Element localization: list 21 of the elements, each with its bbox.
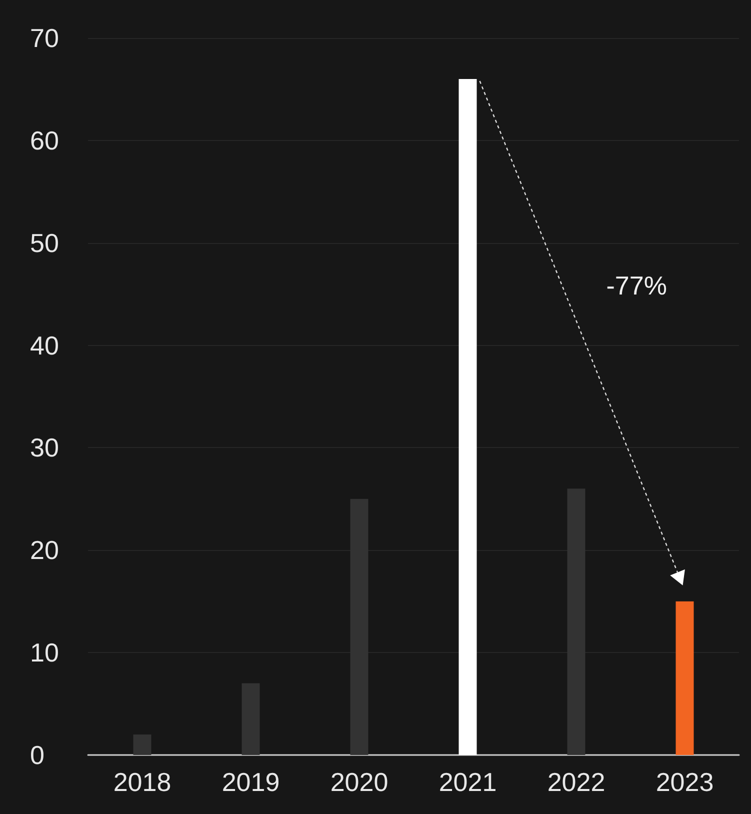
y-tick-label: 10 [30, 638, 59, 668]
x-tick-label: 2019 [222, 767, 280, 797]
bar [676, 601, 694, 755]
y-tick-label: 70 [30, 23, 59, 53]
bar [458, 78, 477, 755]
y-tick-label: 60 [30, 125, 59, 156]
y-tick-label: 40 [30, 330, 59, 360]
x-tick-label: 2021 [438, 767, 497, 797]
x-tick-label: 2023 [656, 767, 714, 797]
bar [567, 488, 586, 755]
bar [133, 734, 152, 755]
bar [350, 498, 368, 755]
bar [242, 683, 260, 755]
x-tick-label: 2022 [547, 767, 606, 797]
x-tick-label: 2020 [330, 767, 388, 797]
y-tick-label: 50 [30, 228, 59, 258]
annotation: -77% [606, 270, 667, 301]
y-tick-label: 20 [30, 535, 59, 566]
y-tick-label: 30 [30, 432, 59, 463]
x-tick-label: 2018 [113, 767, 172, 797]
y-tick-label: 0 [30, 740, 44, 770]
